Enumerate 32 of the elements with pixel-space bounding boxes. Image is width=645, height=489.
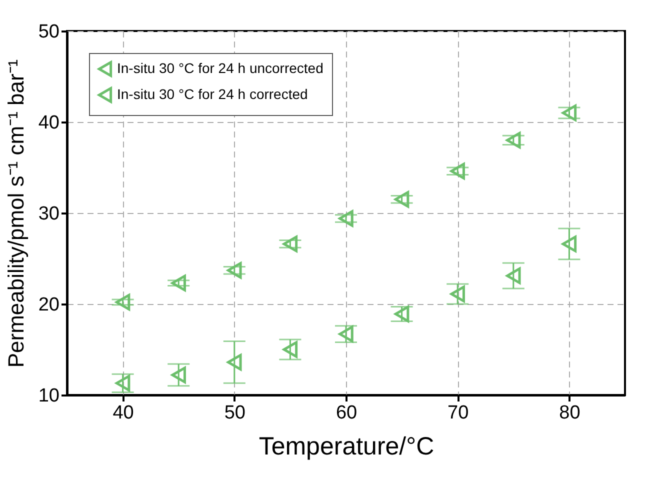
legend-label: In-situ 30 °C for 24 h uncorrected bbox=[117, 60, 324, 76]
point bbox=[227, 354, 242, 371]
point bbox=[338, 326, 354, 342]
point bbox=[450, 286, 465, 302]
point bbox=[506, 267, 521, 284]
y-tick-label: 20 bbox=[38, 294, 60, 316]
y-tick-label: 30 bbox=[38, 204, 60, 224]
point bbox=[282, 341, 298, 358]
point bbox=[450, 162, 465, 180]
y-tick-label: 10 bbox=[38, 386, 60, 406]
point bbox=[171, 274, 186, 292]
point bbox=[394, 191, 410, 208]
point bbox=[394, 306, 410, 322]
x-tick-label: 50 bbox=[224, 402, 246, 424]
y-tick-label: 40 bbox=[38, 112, 60, 134]
y-tick-label: 50 bbox=[38, 22, 60, 42]
point bbox=[171, 366, 186, 384]
point bbox=[227, 262, 242, 279]
point bbox=[562, 236, 577, 252]
x-axis-title: Temperature/°C bbox=[258, 432, 434, 460]
point bbox=[338, 210, 354, 227]
legend-label: In-situ 30 °C for 24 h corrected bbox=[117, 86, 308, 102]
x-tick-label: 40 bbox=[112, 402, 134, 424]
x-tick-label: 60 bbox=[336, 402, 358, 424]
point bbox=[115, 374, 130, 392]
point bbox=[506, 132, 521, 149]
x-tick-label: 70 bbox=[448, 402, 469, 424]
point bbox=[562, 104, 577, 122]
point bbox=[282, 236, 298, 252]
point bbox=[115, 294, 130, 310]
x-tick-label: 80 bbox=[559, 402, 580, 424]
y-axis-title: Permeability/pmol s⁻¹ cm⁻¹ bar⁻¹ bbox=[3, 59, 28, 368]
